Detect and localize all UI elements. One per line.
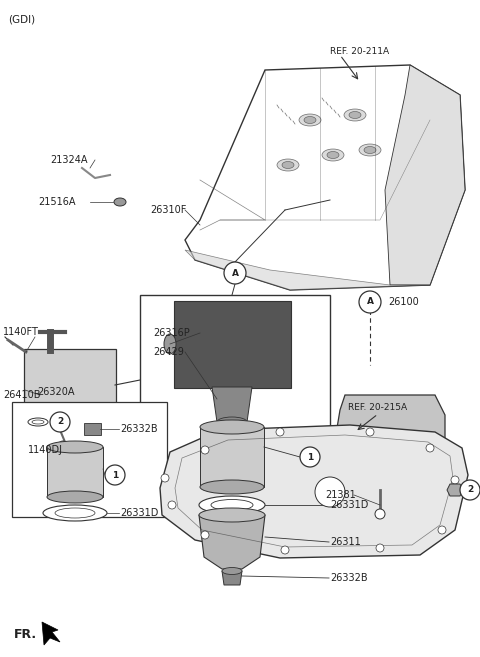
Circle shape [201, 531, 209, 539]
Circle shape [161, 474, 169, 482]
Text: 21516A: 21516A [38, 197, 75, 207]
Ellipse shape [282, 162, 294, 168]
Text: 1140FT: 1140FT [3, 327, 39, 337]
Circle shape [300, 447, 320, 467]
Text: 21324A: 21324A [50, 155, 87, 165]
Text: 21381: 21381 [325, 490, 356, 500]
Circle shape [201, 446, 209, 454]
Circle shape [105, 465, 125, 485]
Bar [47, 447, 103, 497]
Text: 26410B: 26410B [3, 390, 40, 400]
Text: REF. 20-215A: REF. 20-215A [348, 403, 407, 412]
Ellipse shape [344, 109, 366, 121]
Circle shape [366, 428, 374, 436]
Text: 26100: 26100 [388, 297, 419, 307]
Polygon shape [212, 387, 252, 422]
Text: 26331D: 26331D [120, 508, 158, 518]
Text: 2: 2 [467, 486, 473, 495]
Ellipse shape [364, 147, 376, 154]
Ellipse shape [217, 417, 247, 427]
Text: 1: 1 [307, 453, 313, 461]
Polygon shape [160, 425, 468, 558]
Ellipse shape [403, 436, 417, 444]
Circle shape [315, 477, 345, 507]
Circle shape [224, 262, 246, 284]
Polygon shape [199, 515, 265, 569]
Text: 26316P: 26316P [153, 328, 190, 338]
Ellipse shape [304, 116, 316, 124]
Ellipse shape [199, 508, 265, 522]
Circle shape [276, 428, 284, 436]
Circle shape [50, 412, 70, 432]
Circle shape [460, 480, 480, 500]
Polygon shape [447, 484, 463, 496]
Text: 26331D: 26331D [330, 500, 368, 510]
Polygon shape [385, 65, 465, 285]
Ellipse shape [47, 491, 103, 503]
Text: 26332B: 26332B [330, 573, 368, 583]
Text: 1140DJ: 1140DJ [28, 445, 63, 455]
Text: 26310F: 26310F [150, 205, 186, 215]
Ellipse shape [366, 420, 384, 430]
Text: REF. 20-211A: REF. 20-211A [330, 47, 389, 57]
Circle shape [376, 544, 384, 552]
Ellipse shape [349, 112, 361, 118]
Ellipse shape [359, 144, 381, 156]
Text: 26429: 26429 [153, 347, 184, 357]
Polygon shape [355, 470, 415, 505]
Ellipse shape [327, 152, 339, 158]
Circle shape [58, 441, 68, 451]
Text: A: A [367, 298, 373, 307]
Ellipse shape [222, 568, 242, 574]
Ellipse shape [47, 441, 103, 453]
Text: FR.: FR. [14, 629, 37, 641]
Circle shape [426, 444, 434, 452]
FancyBboxPatch shape [24, 349, 116, 421]
Text: 1: 1 [112, 470, 118, 480]
Text: (GDI): (GDI) [8, 14, 35, 24]
Polygon shape [42, 622, 60, 645]
Circle shape [359, 291, 381, 313]
Ellipse shape [43, 505, 107, 521]
Circle shape [281, 546, 289, 554]
Text: A: A [231, 269, 239, 277]
FancyBboxPatch shape [84, 423, 101, 435]
Text: 26311: 26311 [330, 537, 361, 547]
Circle shape [375, 509, 385, 519]
Ellipse shape [364, 451, 376, 459]
Text: 26332B: 26332B [120, 424, 157, 434]
Text: 2: 2 [57, 417, 63, 426]
Circle shape [451, 476, 459, 484]
Ellipse shape [164, 334, 176, 354]
Ellipse shape [200, 480, 264, 494]
Ellipse shape [277, 159, 299, 171]
Circle shape [438, 526, 446, 534]
FancyBboxPatch shape [174, 301, 291, 388]
Bar [140, 295, 330, 485]
Ellipse shape [114, 198, 126, 206]
Ellipse shape [199, 496, 265, 514]
Ellipse shape [55, 508, 95, 518]
Ellipse shape [299, 114, 321, 126]
Ellipse shape [322, 149, 344, 161]
Polygon shape [222, 571, 242, 585]
Polygon shape [185, 250, 430, 290]
Ellipse shape [32, 420, 44, 424]
Bar [200, 427, 264, 487]
Circle shape [168, 501, 176, 509]
Ellipse shape [200, 420, 264, 434]
Ellipse shape [28, 418, 48, 426]
Ellipse shape [211, 499, 253, 510]
Polygon shape [335, 395, 445, 480]
Bar [12, 402, 167, 517]
Text: 26320A: 26320A [37, 387, 74, 397]
